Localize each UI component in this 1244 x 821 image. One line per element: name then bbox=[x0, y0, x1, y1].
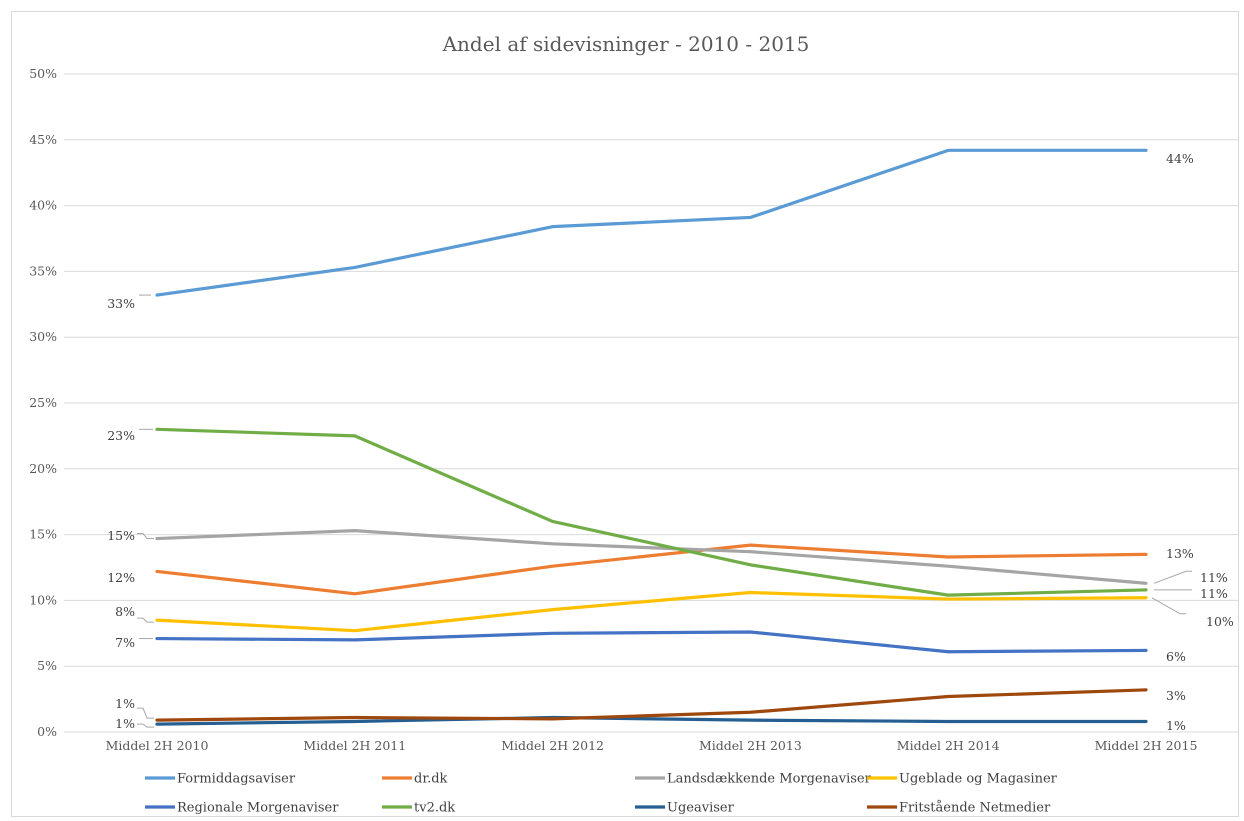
chart-container: Andel af sidevisninger - 2010 - 2015 0% 5… bbox=[11, 11, 1239, 817]
series-line-fritstående-netmedier bbox=[155, 688, 1148, 722]
data-labels: 33% 44% 12% 13% 15% 11% 8% 10% 7% 6% 23% 11% 1% 1% 1% 3… bbox=[107, 151, 1234, 733]
data-label: 11% bbox=[1200, 570, 1228, 585]
y-tick-label: 15% bbox=[29, 527, 57, 542]
legend-item: Landsdækkende Morgenaviser bbox=[635, 772, 872, 787]
legend-label: Ugeblade og Magasiner bbox=[899, 772, 1058, 787]
y-tick-label: 25% bbox=[29, 395, 57, 410]
x-tick-label: Middel 2H 2011 bbox=[303, 738, 406, 753]
data-label: 8% bbox=[115, 604, 135, 619]
chart-title: Andel af sidevisninger - 2010 - 2015 bbox=[442, 32, 810, 56]
x-axis-ticks: Middel 2H 2010 Middel 2H 2011 Middel 2H 20… bbox=[106, 738, 1198, 753]
data-label: 10% bbox=[1206, 614, 1234, 629]
y-tick-label: 50% bbox=[29, 66, 57, 81]
series-line-regionale-morgenaviser bbox=[155, 630, 1148, 654]
data-label: 1% bbox=[115, 716, 135, 731]
legend-label: Ugeaviser bbox=[667, 801, 735, 816]
series-lines bbox=[155, 148, 1148, 726]
data-label: 7% bbox=[115, 635, 135, 650]
legend-item: Ugeblade og Magasiner bbox=[867, 772, 1058, 787]
data-label: 3% bbox=[1166, 688, 1186, 703]
y-tick-label: 40% bbox=[29, 198, 57, 213]
series-line-dr-dk bbox=[155, 543, 1148, 596]
legend-label: tv2.dk bbox=[414, 801, 455, 816]
legend-label: Formiddagsaviser bbox=[177, 772, 296, 787]
legend-item: Regionale Morgenaviser bbox=[145, 801, 339, 816]
x-tick-label: Middel 2H 2015 bbox=[1095, 738, 1198, 753]
line-chart: Andel af sidevisninger - 2010 - 2015 0% 5… bbox=[29, 32, 1238, 816]
data-label: 44% bbox=[1166, 151, 1194, 166]
legend-label: Regionale Morgenaviser bbox=[177, 801, 339, 816]
data-label: 11% bbox=[1200, 586, 1228, 601]
legend-item: dr.dk bbox=[382, 772, 448, 787]
data-label: 1% bbox=[1166, 718, 1186, 733]
y-tick-label: 30% bbox=[29, 329, 57, 344]
x-tick-label: Middel 2H 2010 bbox=[106, 738, 209, 753]
series-line-formiddagsaviser bbox=[155, 148, 1148, 297]
data-label: 13% bbox=[1166, 546, 1194, 561]
label-leader-line bbox=[137, 617, 154, 623]
data-label: 6% bbox=[1166, 649, 1186, 664]
series-line-tv2-dk bbox=[155, 427, 1148, 597]
data-label: 33% bbox=[107, 296, 135, 311]
y-tick-label: 5% bbox=[37, 658, 57, 673]
label-leader-line bbox=[137, 533, 154, 540]
label-leader-line bbox=[1151, 597, 1186, 615]
y-tick-label: 35% bbox=[29, 263, 57, 278]
label-leader-line bbox=[137, 707, 154, 719]
y-tick-label: 10% bbox=[29, 592, 57, 607]
legend-item: Formiddagsaviser bbox=[145, 772, 296, 787]
series-line-ugeaviser bbox=[155, 715, 1148, 726]
x-tick-label: Middel 2H 2013 bbox=[699, 738, 802, 753]
x-tick-label: Middel 2H 2014 bbox=[897, 738, 1000, 753]
y-tick-label: 45% bbox=[29, 132, 57, 147]
y-tick-label: 20% bbox=[29, 461, 57, 476]
legend-label: Landsdækkende Morgenaviser bbox=[667, 772, 872, 787]
series-line-landsdækkende-morgenaviser bbox=[155, 529, 1148, 585]
gridlines bbox=[64, 73, 1238, 733]
legend-item: tv2.dk bbox=[382, 801, 455, 816]
y-tick-label: 0% bbox=[37, 724, 57, 739]
label-leader-line bbox=[1153, 570, 1192, 584]
label-leader-line bbox=[137, 723, 154, 728]
data-label: 23% bbox=[107, 428, 135, 443]
x-tick-label: Middel 2H 2012 bbox=[501, 738, 604, 753]
series-line-ugeblade-og-magasiner bbox=[155, 590, 1148, 633]
data-label: 12% bbox=[107, 570, 135, 585]
legend-label: Fritstående Netmedier bbox=[899, 800, 1051, 816]
data-label: 15% bbox=[107, 528, 135, 543]
legend-item: Fritstående Netmedier bbox=[867, 800, 1051, 816]
y-axis-ticks: 0% 5% 10% 15% 20% 25% 30% 35% 40% 45% 50% bbox=[29, 66, 57, 739]
legend-label: dr.dk bbox=[414, 772, 448, 787]
legend: Formiddagsaviser dr.dk Landsdækkende Morge… bbox=[145, 772, 1058, 816]
legend-item: Ugeaviser bbox=[635, 801, 735, 816]
data-label: 1% bbox=[115, 696, 135, 711]
